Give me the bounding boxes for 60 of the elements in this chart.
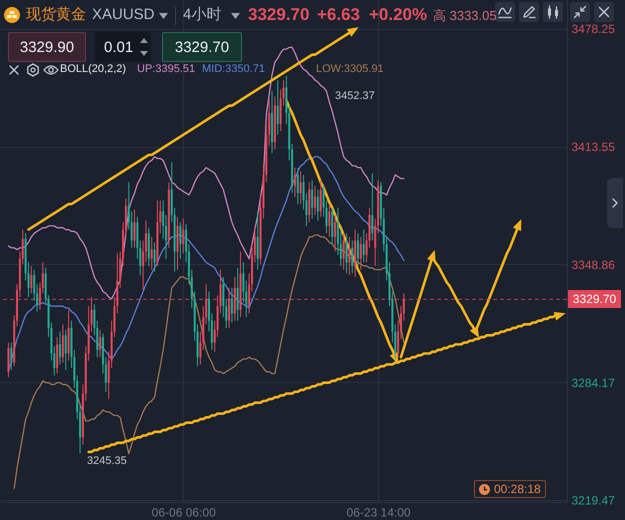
text: UP:3395.51 [137, 63, 196, 75]
candlestick [311, 180, 314, 220]
text: MID:3350.71 [202, 63, 265, 75]
candlestick [133, 209, 136, 248]
annotation: 3245.35 [87, 455, 127, 467]
annotation: 4小时 [183, 6, 222, 23]
text: 3329.70 [568, 290, 621, 308]
y-tick-label: 3413.55 [572, 140, 616, 154]
candlestick [64, 329, 67, 370]
candlestick [276, 80, 279, 136]
annotation: 3452.37 [335, 90, 375, 102]
x-tick-label: 06-23 14:00 [346, 506, 411, 520]
candlestick [342, 232, 345, 270]
candlestick [362, 229, 365, 263]
text: LOW:3305.91 [316, 63, 384, 75]
annotation: 3329.70 [248, 5, 310, 24]
annotation: +6.63 [317, 5, 360, 24]
candlestick [182, 218, 184, 254]
legend-title: BOLL(20,2,2) [60, 63, 126, 75]
candlestick [230, 287, 233, 324]
chart-title: 现货黄金 [26, 6, 86, 23]
annotation: +0.20% [369, 5, 428, 24]
candlestick [296, 167, 299, 205]
candlestick [351, 240, 354, 274]
candlestick [314, 185, 316, 216]
candlestick [360, 236, 362, 270]
number-field: 0.01 [95, 32, 151, 62]
candlestick [150, 236, 153, 270]
candlestick [56, 336, 58, 374]
candlestick [154, 242, 156, 272]
candlestick [256, 210, 259, 270]
annotation: 高 3333.05 [433, 8, 497, 23]
chart-subtitle: XAUUSD [92, 6, 155, 23]
candlestick [294, 167, 296, 198]
candlestick [328, 204, 330, 238]
candlestick [179, 222, 182, 260]
candlestick [300, 170, 302, 205]
candlestick [334, 214, 336, 252]
candlestick [236, 267, 239, 322]
candlestick [10, 342, 12, 370]
line-series [14, 234, 404, 489]
price-button: 3329.70 [162, 32, 242, 62]
candlestick [62, 324, 64, 364]
candlestick [316, 189, 319, 221]
y-tick-label: 3219.47 [572, 494, 616, 508]
x-tick-label: 06-06 06:00 [152, 506, 216, 520]
candlestick [348, 236, 350, 276]
candlestick [346, 232, 348, 274]
y-tick-label: 3478.25 [572, 22, 616, 36]
candlestick [58, 331, 62, 365]
price-button: 3329.90 [8, 32, 86, 62]
candlestick [30, 266, 32, 294]
y-tick-label: 3348.86 [572, 258, 616, 272]
y-tick-label: 3284.17 [572, 376, 616, 390]
candlestick [320, 180, 322, 218]
candlestick [99, 329, 102, 358]
candlestick [7, 342, 10, 378]
countdown-box: 00:28:18 [474, 480, 546, 498]
candlestick [356, 232, 360, 267]
candlestick [371, 172, 374, 242]
